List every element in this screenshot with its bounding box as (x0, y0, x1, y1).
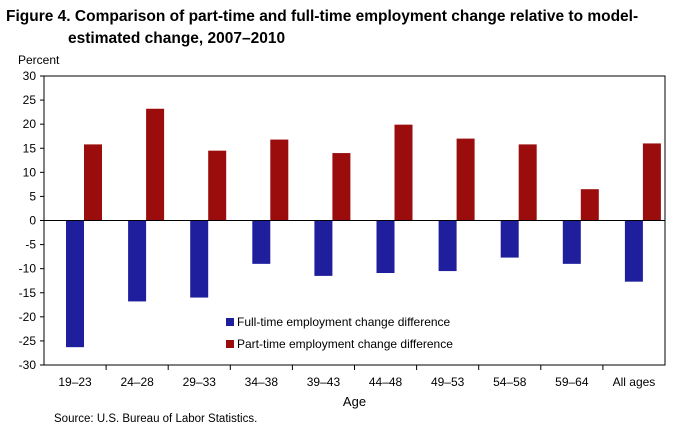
x-tick-label: 19–23 (58, 375, 92, 389)
y-tick-label: 20 (23, 117, 37, 131)
y-tick-label: 25 (23, 93, 37, 107)
legend-swatch-full-time (226, 318, 234, 326)
y-axis-unit-label: Percent (18, 53, 60, 67)
y-tick-label: 0 (29, 214, 36, 228)
bar-part-time (456, 138, 475, 221)
source-note: Source: U.S. Bureau of Labor Statistics. (54, 413, 258, 425)
bar-full-time (500, 220, 519, 258)
x-tick-label: 54–58 (493, 375, 527, 389)
bar-full-time (438, 220, 457, 272)
x-axis-title: Age (343, 394, 366, 409)
bar-full-time (252, 220, 271, 264)
x-tick-label: 49–53 (431, 375, 465, 389)
bar-part-time (642, 143, 661, 221)
bar-part-time (270, 139, 289, 221)
legend-swatch-part-time (226, 340, 234, 348)
bar-part-time (146, 108, 165, 221)
x-tick-label: 34–38 (245, 375, 279, 389)
bar-part-time (332, 153, 351, 221)
chart-title: Figure 4. Comparison of part-time and fu… (6, 6, 666, 50)
y-tick-label: -5 (25, 238, 36, 252)
x-tick-label: 44–48 (369, 375, 403, 389)
bar-full-time (562, 220, 581, 264)
bar-full-time (190, 220, 209, 298)
bar-part-time (84, 144, 102, 221)
chart-title-line-1: Figure 4. Comparison of part-time and fu… (6, 8, 639, 25)
bar-full-time (624, 220, 643, 282)
legend-label-full-time: Full-time employment change difference (237, 315, 451, 329)
y-tick-label: 5 (29, 189, 36, 203)
bar-part-time (208, 150, 227, 221)
bar-part-time (518, 144, 537, 221)
x-tick-label: 39–43 (307, 375, 341, 389)
chart-title-line-2: estimated change, 2007–2010 (68, 30, 286, 47)
y-tick-label: 10 (23, 165, 37, 179)
x-tick-label: 24–28 (120, 375, 154, 389)
y-tick-label: -20 (19, 310, 37, 324)
y-tick-label: -25 (19, 334, 37, 348)
legend-label-part-time: Part-time employment change difference (237, 337, 453, 351)
bar-full-time (128, 220, 147, 302)
x-tick-label: All ages (613, 375, 656, 389)
bar-full-time (314, 220, 333, 276)
y-tick-label: 30 (23, 69, 37, 83)
x-tick-label: 59–64 (555, 375, 589, 389)
y-tick-label: -10 (19, 262, 37, 276)
y-tick-label: -30 (19, 358, 37, 372)
bar-part-time (580, 189, 599, 221)
bar-part-time (394, 124, 413, 221)
x-tick-label: 29–33 (183, 375, 217, 389)
y-tick-label: -15 (19, 286, 37, 300)
bar-full-time (66, 220, 84, 348)
y-tick-label: 15 (23, 141, 37, 155)
bar-full-time (376, 220, 395, 274)
